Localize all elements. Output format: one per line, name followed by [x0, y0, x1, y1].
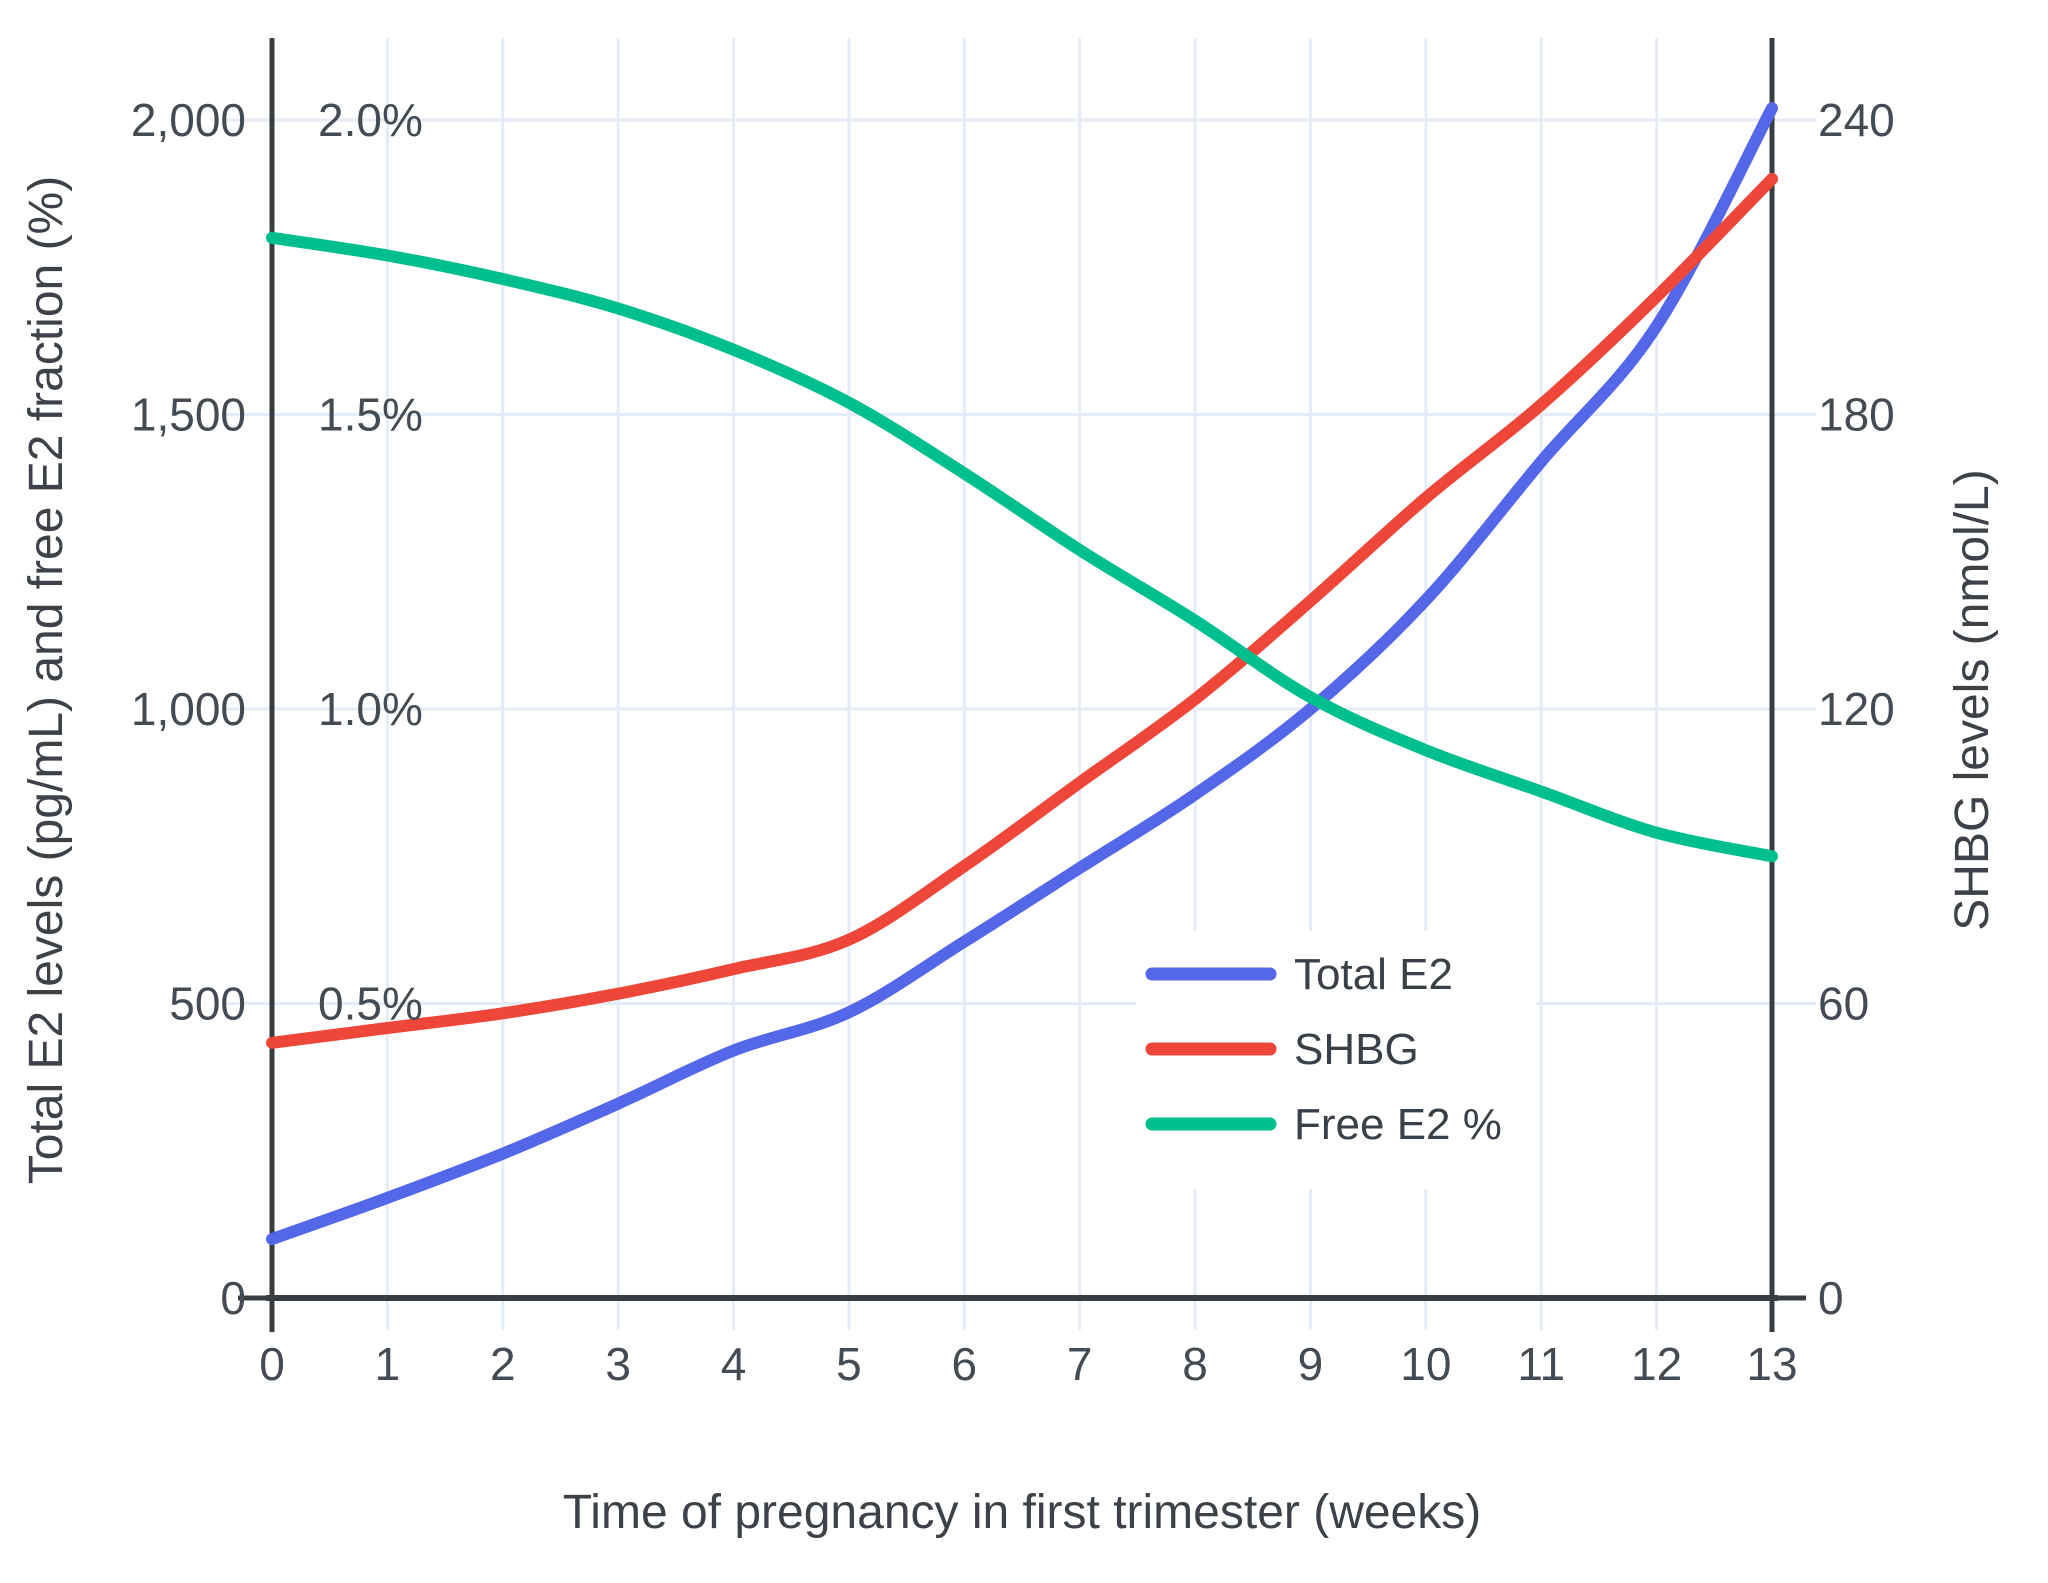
- x-axis-tick-label: 2: [490, 1338, 516, 1390]
- legend: Total E2 SHBG Free E2 %: [1136, 931, 1536, 1189]
- left-axis-tick-label: 2,000: [131, 94, 246, 146]
- percent-tick-label: 1.0%: [318, 683, 423, 735]
- legend-label-total-e2: Total E2: [1294, 950, 1453, 999]
- x-axis-tick-label: 10: [1400, 1338, 1451, 1390]
- x-axis-tick-label: 3: [605, 1338, 631, 1390]
- percent-tick-label: 2.0%: [318, 94, 423, 146]
- tick-labels: 05001,0001,5002,0000.5%1.0%1.5%2.0%06012…: [131, 94, 1895, 1390]
- x-axis-tick-label: 5: [836, 1338, 862, 1390]
- tick-marks: [226, 118, 1816, 1330]
- x-axis-tick-label: 9: [1298, 1338, 1324, 1390]
- x-axis-tick-label: 11: [1517, 1338, 1565, 1390]
- legend-item-shbg[interactable]: SHBG: [1145, 1025, 1419, 1074]
- x-axis-tick-label: 13: [1746, 1338, 1797, 1390]
- percent-tick-label: 1.5%: [318, 389, 423, 441]
- right-axis-tick-label: 180: [1818, 389, 1895, 441]
- x-axis-tick-label: 0: [259, 1338, 285, 1390]
- legend-label-shbg: SHBG: [1294, 1025, 1419, 1074]
- legend-item-free-e2[interactable]: Free E2 %: [1145, 1100, 1502, 1149]
- y-axis-title-right: SHBG levels (nmol/L): [1946, 469, 1999, 930]
- left-axis-tick-label: 1,500: [131, 389, 246, 441]
- legend-label-free-e2: Free E2 %: [1294, 1100, 1502, 1149]
- percent-tick-label: 0.5%: [318, 978, 423, 1030]
- x-axis-tick-label: 1: [375, 1338, 401, 1390]
- axis-spines: [266, 38, 1778, 1332]
- x-axis-tick-label: 6: [952, 1338, 978, 1390]
- left-axis-tick-label: 1,000: [131, 683, 246, 735]
- legend-item-total-e2[interactable]: Total E2: [1145, 950, 1453, 999]
- x-axis-title: Time of pregnancy in first trimester (we…: [563, 1486, 1481, 1539]
- right-axis-tick-label: 0: [1818, 1272, 1844, 1324]
- total-e2-line[interactable]: [266, 102, 1778, 1246]
- y-axis-title-left: Total E2 levels (pg/mL) and free E2 frac…: [20, 176, 73, 1184]
- right-axis-tick-label: 240: [1818, 94, 1895, 146]
- left-axis-tick-label: 500: [169, 978, 246, 1030]
- x-axis-tick-label: 12: [1631, 1338, 1682, 1390]
- series-lines: [266, 102, 1778, 1246]
- shbg-line[interactable]: [266, 172, 1778, 1049]
- gridlines: [270, 38, 1774, 1298]
- x-axis-tick-label: 7: [1067, 1338, 1093, 1390]
- right-axis-tick-label: 120: [1818, 683, 1895, 735]
- left-axis-tick-label: 0: [220, 1272, 246, 1324]
- x-axis-tick-label: 4: [721, 1338, 747, 1390]
- x-axis-tick-label: 8: [1182, 1338, 1208, 1390]
- free-e2-line[interactable]: [266, 231, 1778, 863]
- right-axis-tick-label: 60: [1818, 978, 1869, 1030]
